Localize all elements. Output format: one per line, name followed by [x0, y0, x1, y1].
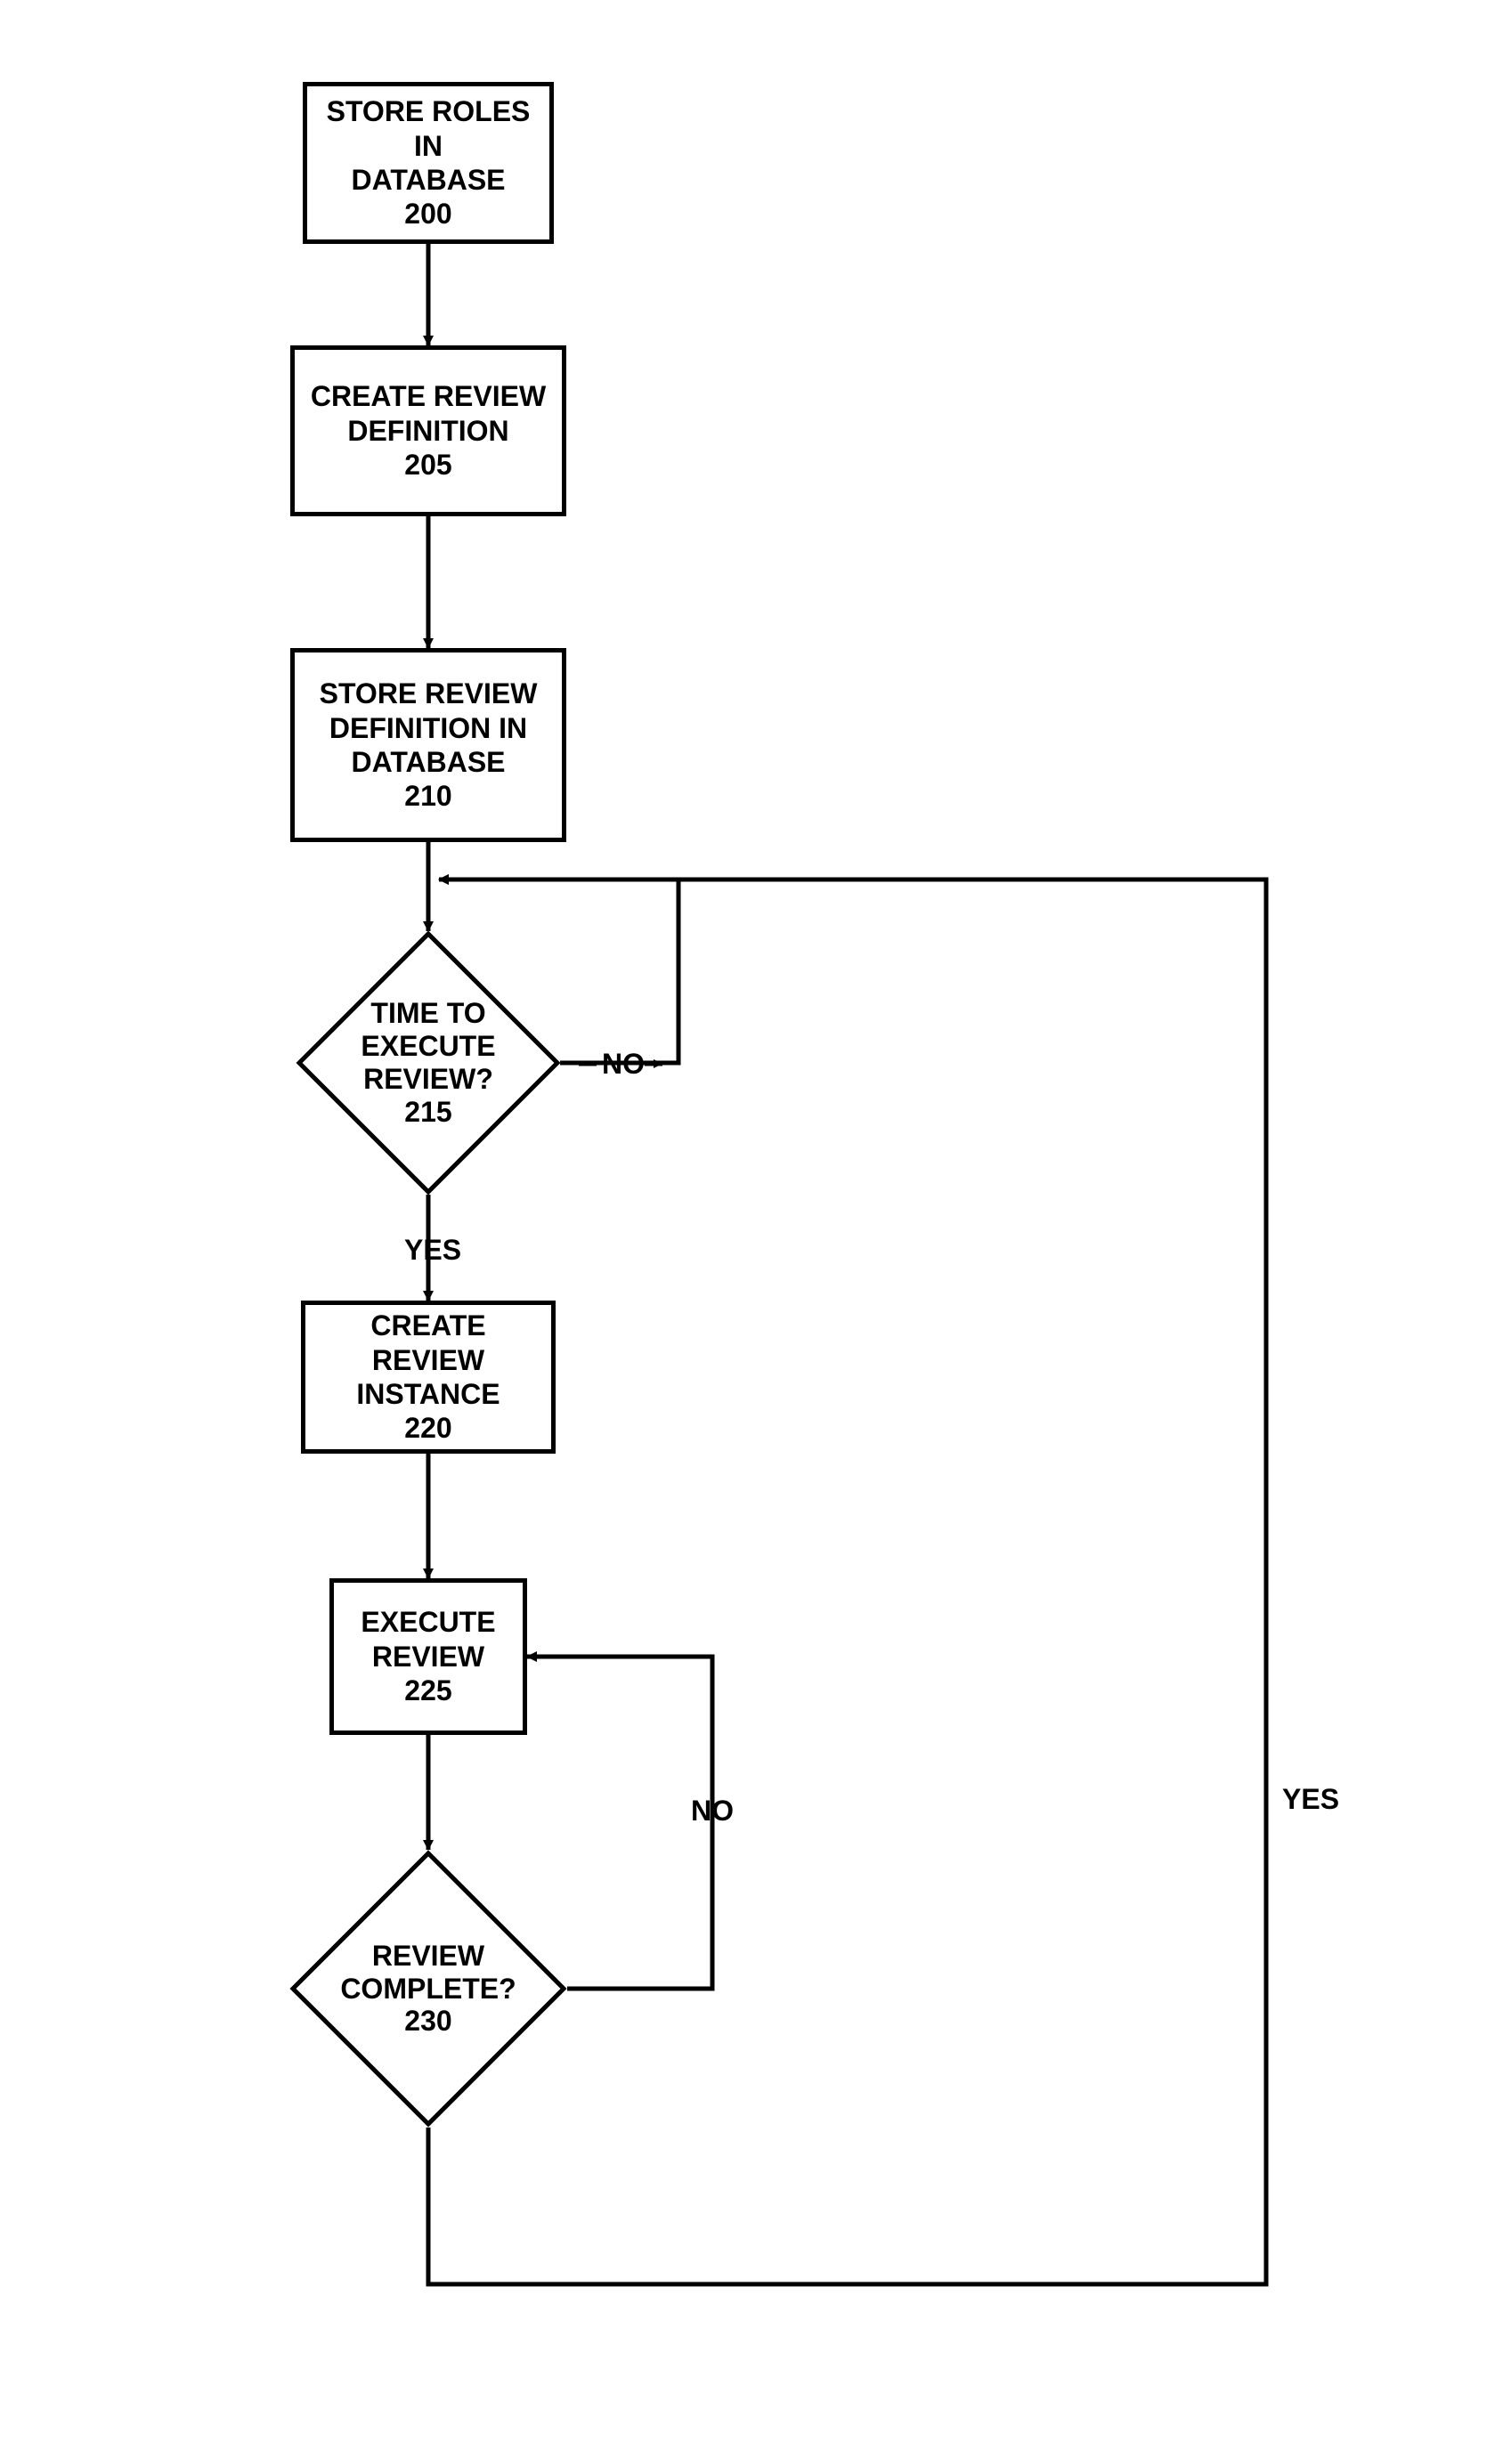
node-line: INSTANCE	[356, 1377, 500, 1411]
node-number: 200	[404, 197, 451, 231]
node-store-roles: STORE ROLES IN DATABASE 200	[303, 82, 554, 244]
node-line: DEFINITION	[347, 414, 508, 448]
node-line: EXECUTE	[361, 1605, 495, 1639]
node-line: COMPLETE?	[340, 1973, 516, 2006]
node-line: STORE REVIEW	[320, 677, 538, 710]
flowchart-canvas: STORE ROLES IN DATABASE 200 CREATE REVIE…	[0, 0, 1511, 2464]
node-create-review-instance: CREATE REVIEW INSTANCE 220	[301, 1301, 556, 1454]
node-line: CREATE REVIEW	[311, 1309, 546, 1377]
node-line: CREATE REVIEW	[311, 379, 546, 413]
node-review-complete: REVIEW COMPLETE? 230	[289, 1850, 566, 2127]
edge-label: NO	[691, 1795, 734, 1828]
node-time-to-execute: TIME TO EXECUTE REVIEW? 215	[297, 931, 561, 1196]
node-line: DEFINITION IN	[329, 711, 527, 745]
node-create-review-def: CREATE REVIEW DEFINITION 205	[290, 345, 566, 516]
edge-label: YES	[1282, 1783, 1339, 1816]
node-line: DATABASE	[351, 745, 505, 779]
node-line: EXECUTE	[361, 1030, 495, 1063]
node-line: REVIEW?	[361, 1063, 495, 1096]
node-line: TIME TO	[361, 997, 495, 1030]
node-line: REVIEW	[340, 1940, 516, 1973]
node-execute-review: EXECUTE REVIEW 225	[329, 1578, 527, 1735]
node-store-review-def: STORE REVIEW DEFINITION IN DATABASE 210	[290, 648, 566, 842]
node-number: 210	[404, 779, 451, 813]
node-number: 220	[404, 1411, 451, 1445]
flowchart-edges	[0, 0, 1511, 2464]
node-number: 215	[361, 1096, 495, 1129]
node-number: 205	[404, 448, 451, 482]
node-number: 225	[404, 1674, 451, 1707]
edge-label: YES	[404, 1234, 461, 1267]
diamond-text: REVIEW COMPLETE? 230	[340, 1940, 516, 2038]
edge-label: NO	[602, 1048, 645, 1081]
node-line: DATABASE	[351, 163, 505, 197]
node-line: STORE ROLES IN	[313, 94, 544, 163]
diamond-text: TIME TO EXECUTE REVIEW? 215	[361, 997, 495, 1128]
node-number: 230	[340, 2005, 516, 2038]
node-line: REVIEW	[372, 1640, 484, 1674]
